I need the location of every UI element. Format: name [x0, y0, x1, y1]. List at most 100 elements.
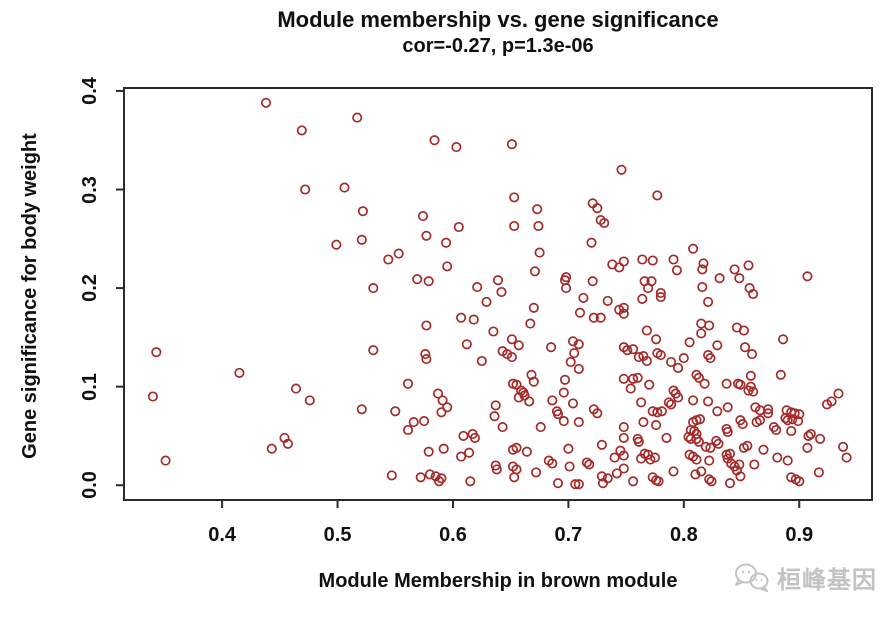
data-point: [596, 471, 607, 482]
data-point: [735, 379, 746, 390]
data-point: [496, 286, 507, 298]
data-point: [565, 356, 576, 368]
data-point: [703, 296, 714, 307]
data-point: [633, 436, 644, 447]
data-point: [420, 349, 431, 360]
data-point: [331, 239, 342, 250]
data-point: [618, 302, 629, 313]
data-point: [489, 411, 500, 422]
data-point: [628, 476, 639, 487]
x-tick-label: 0.4: [208, 524, 237, 546]
data-point: [622, 345, 633, 356]
chart-title: Module membership vs. gene significance: [277, 7, 719, 32]
data-point: [451, 142, 462, 153]
x-tick-label: 0.8: [669, 524, 698, 546]
data-point: [645, 454, 656, 465]
data-point: [712, 340, 723, 351]
data-point: [684, 337, 695, 348]
data-point: [637, 254, 648, 265]
data-point: [481, 296, 492, 307]
data-point: [787, 414, 798, 425]
data-point: [453, 221, 464, 233]
data-point: [304, 395, 315, 406]
data-point: [402, 378, 414, 389]
data-point: [628, 373, 639, 384]
data-point: [290, 383, 302, 394]
data-point: [488, 326, 499, 337]
data-point: [636, 453, 647, 464]
data-point: [476, 355, 487, 367]
watermark: 桓峰基因: [733, 560, 877, 595]
data-point: [703, 396, 714, 407]
data-point: [673, 362, 684, 373]
data-point: [160, 455, 171, 466]
data-point: [745, 370, 756, 381]
data-point: [490, 400, 501, 411]
data-point: [668, 254, 679, 265]
data-point: [356, 234, 367, 245]
data-point: [469, 432, 480, 443]
data-point: [696, 466, 707, 477]
data-point: [415, 472, 426, 483]
data-point: [735, 471, 746, 482]
data-point: [673, 392, 684, 403]
data-point: [567, 336, 579, 347]
data-point: [412, 274, 423, 285]
data-point: [300, 184, 311, 195]
data-point: [618, 308, 629, 319]
data-point: [417, 211, 429, 222]
data-point: [383, 254, 394, 265]
data-point: [815, 433, 826, 444]
data-point: [748, 386, 759, 397]
data-point: [147, 391, 158, 402]
data-point: [618, 422, 629, 433]
data-point: [655, 287, 666, 299]
data-point: [666, 356, 677, 368]
chart-title-block: Module membership vs. gene significance …: [124, 6, 872, 59]
data-point: [581, 457, 592, 468]
data-point: [574, 307, 586, 318]
data-point: [497, 422, 508, 433]
data-point: [511, 442, 522, 453]
data-point: [688, 243, 699, 254]
data-point: [532, 204, 543, 215]
data-point: [697, 264, 708, 275]
data-point: [768, 422, 779, 433]
x-tick-label: 0.5: [323, 524, 352, 546]
data-point: [533, 220, 544, 232]
data-point: [641, 325, 652, 336]
data-point: [637, 293, 648, 304]
data-point: [531, 467, 542, 478]
data-point: [570, 479, 581, 490]
data-point: [390, 406, 401, 417]
data-point: [666, 399, 677, 410]
data-point: [578, 292, 589, 303]
data-point: [794, 409, 805, 420]
data-point: [513, 340, 524, 351]
data-point: [644, 379, 655, 390]
data-point: [421, 230, 432, 241]
data-point: [509, 472, 520, 483]
data-point: [633, 352, 644, 363]
data-point: [461, 339, 472, 350]
data-point: [423, 446, 434, 457]
data-point: [573, 479, 584, 490]
data-point: [643, 283, 654, 294]
data-point: [742, 440, 753, 451]
data-point: [713, 438, 724, 449]
data-point: [705, 442, 716, 453]
data-point: [586, 237, 597, 248]
data-point: [596, 439, 607, 450]
y-tick-label: 0.2: [79, 274, 101, 302]
data-point: [652, 407, 663, 418]
data-point: [618, 450, 629, 461]
data-point: [456, 312, 467, 323]
data-point: [266, 443, 277, 454]
data-point: [802, 271, 813, 282]
data-point: [602, 295, 613, 306]
data-point: [712, 406, 723, 417]
data-point: [653, 476, 664, 487]
data-point: [826, 396, 837, 407]
data-point: [802, 442, 813, 453]
data-point: [734, 273, 745, 284]
